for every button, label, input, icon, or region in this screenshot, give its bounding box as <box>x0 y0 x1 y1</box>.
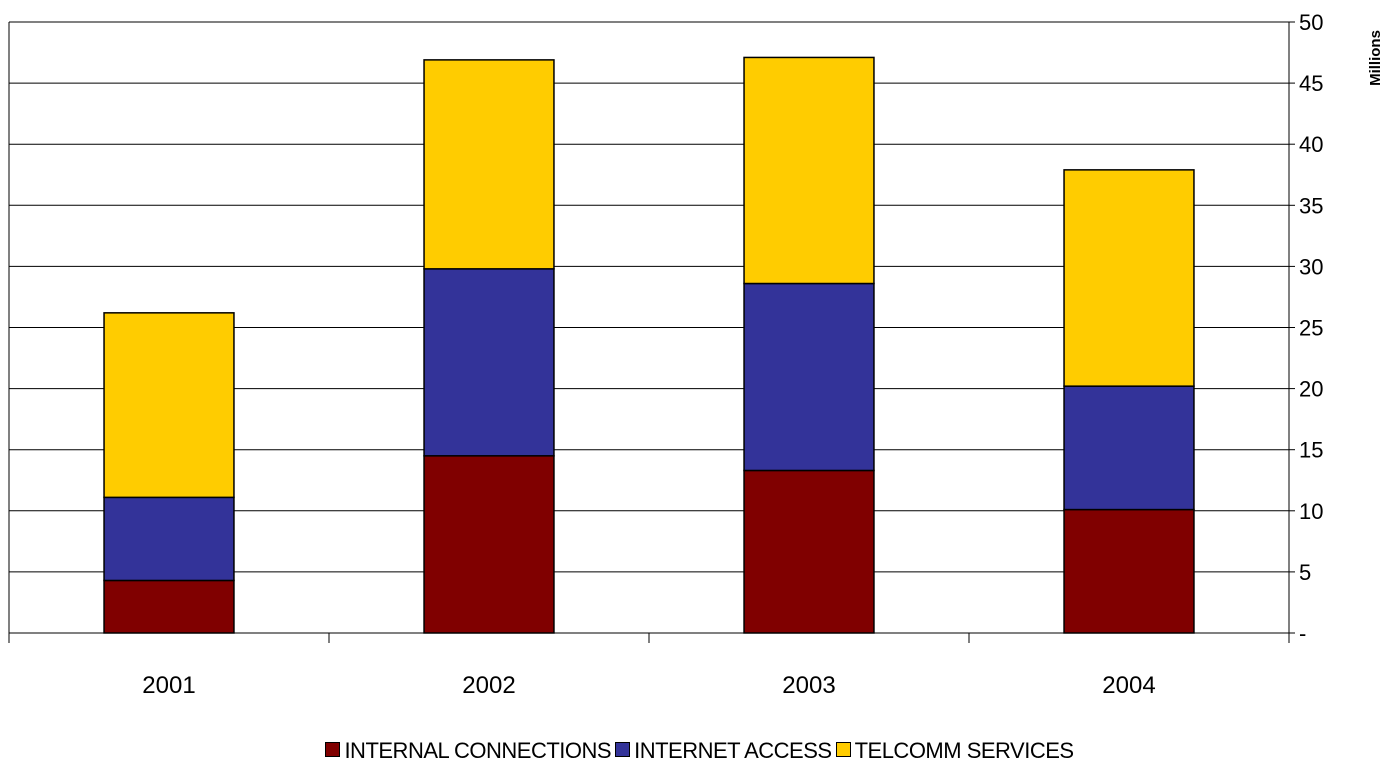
legend-label: TELCOMM SERVICES <box>854 738 1074 763</box>
y-tick-label: 40 <box>1299 132 1323 157</box>
axes <box>8 22 1290 643</box>
bar-segment <box>743 282 875 472</box>
x-tick-label: 2004 <box>1102 672 1155 699</box>
legend-item: TELCOMM SERVICES <box>835 738 1074 764</box>
bar-segment <box>1063 385 1195 511</box>
legend-label: INTERNET ACCESS <box>634 738 832 763</box>
y-tick-label: 50 <box>1299 10 1323 35</box>
legend-swatch <box>325 742 341 757</box>
y-axis-title: Millions <box>1367 30 1384 86</box>
y-tick-label: 20 <box>1299 377 1323 402</box>
legend-swatch <box>835 742 851 757</box>
x-tick-label: 2001 <box>142 672 195 699</box>
x-tick-label: 2003 <box>782 672 835 699</box>
legend-item: INTERNET ACCESS <box>615 738 832 764</box>
legend-label: INTERNAL CONNECTIONS <box>344 738 612 763</box>
bar-segment <box>423 455 555 634</box>
bar-segment <box>103 312 235 499</box>
x-tick-labels: 2001 2002 2003 2004 <box>142 672 1155 699</box>
bars <box>103 56 1195 634</box>
legend: INTERNAL CONNECTIONS INTERNET ACCESS TELCO… <box>0 738 1399 764</box>
y-tick-label: 5 <box>1299 560 1311 585</box>
y-tick-label: 35 <box>1299 193 1323 218</box>
bar-segment <box>103 579 235 634</box>
bar-segment <box>423 59 555 270</box>
y-tick-label: 10 <box>1299 499 1323 524</box>
bar-segment <box>103 496 235 582</box>
y-tick-label: 15 <box>1299 438 1323 463</box>
y-tick-label: - <box>1299 621 1306 646</box>
bar-segment <box>1063 508 1195 634</box>
y-tick-label: 30 <box>1299 254 1323 279</box>
y-tick-labels: - 5 10 15 20 25 30 35 40 45 50 <box>1299 10 1323 646</box>
bar-segment <box>1063 169 1195 387</box>
bar-segment <box>423 268 555 457</box>
bar-segment <box>743 56 875 285</box>
legend-swatch <box>615 742 631 757</box>
legend-item: INTERNAL CONNECTIONS <box>325 738 612 764</box>
x-tick-label: 2002 <box>462 672 515 699</box>
bar-segment <box>743 469 875 634</box>
y-tick-label: 25 <box>1299 316 1323 341</box>
y-tick-label: 45 <box>1299 71 1323 96</box>
